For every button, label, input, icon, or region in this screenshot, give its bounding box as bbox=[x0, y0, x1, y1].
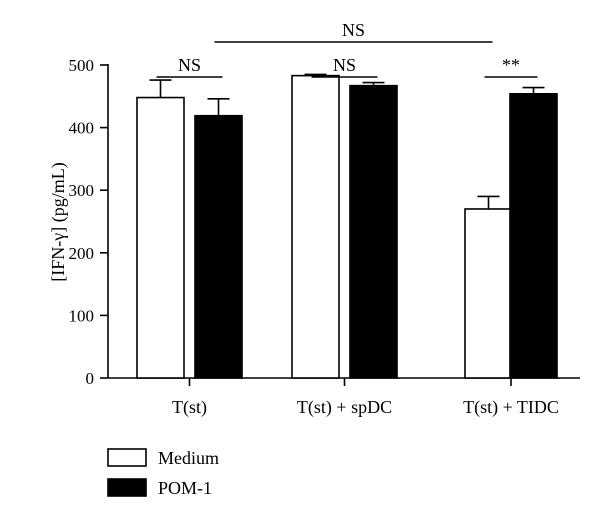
error-bars bbox=[149, 73, 545, 209]
y-tick-label: 100 bbox=[69, 306, 95, 325]
legend-swatch bbox=[107, 478, 147, 497]
bar-medium bbox=[291, 74, 340, 379]
legend: Medium POM-1 bbox=[107, 448, 219, 498]
significance-label: NS bbox=[342, 20, 365, 40]
bar-medium bbox=[136, 96, 185, 379]
x-tick-label: T(st) + spDC bbox=[297, 397, 392, 418]
y-tick-label: 0 bbox=[86, 369, 95, 388]
bar-medium bbox=[464, 208, 513, 379]
bars bbox=[136, 74, 558, 379]
significance-label: NS bbox=[178, 55, 201, 75]
x-tick-label: T(st) bbox=[172, 397, 207, 418]
legend-label: POM-1 bbox=[158, 478, 212, 498]
y-axis-title: [IFN-γ] (pg/mL) bbox=[48, 162, 69, 281]
y-tick-label: 300 bbox=[69, 181, 95, 200]
y-tick-label: 200 bbox=[69, 244, 95, 263]
significance-label: NS bbox=[333, 55, 356, 75]
x-tick-label: T(st) + TIDC bbox=[463, 397, 559, 418]
bar-pom-1 bbox=[349, 84, 398, 379]
y-tick-label: 400 bbox=[69, 119, 95, 138]
bar-pom-1 bbox=[509, 92, 558, 379]
legend-label: Medium bbox=[158, 448, 219, 468]
significance-annotations: NS NS ** NS bbox=[156, 20, 538, 78]
y-tick-label: 500 bbox=[69, 56, 95, 75]
y-axis: 0 100 200 300 400 500 bbox=[69, 56, 109, 388]
significance-label: ** bbox=[502, 55, 520, 75]
x-axis: T(st) T(st) + spDC T(st) + TIDC bbox=[108, 377, 580, 418]
bar-pom-1 bbox=[194, 114, 243, 379]
legend-swatch bbox=[107, 448, 147, 467]
